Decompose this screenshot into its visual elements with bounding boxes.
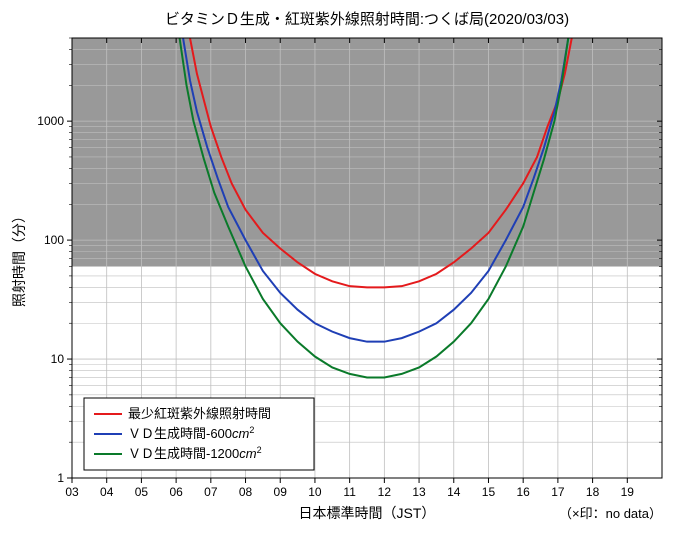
svg-text:17: 17	[551, 485, 565, 499]
svg-text:09: 09	[274, 485, 288, 499]
svg-text:04: 04	[100, 485, 114, 499]
svg-text:15: 15	[482, 485, 496, 499]
svg-text:（×印：no data）: （×印：no data）	[559, 506, 662, 521]
svg-text:最少紅斑紫外線照射時間: 最少紅斑紫外線照射時間	[128, 406, 271, 421]
svg-text:07: 07	[204, 485, 218, 499]
svg-text:03: 03	[65, 485, 79, 499]
svg-text:13: 13	[412, 485, 426, 499]
svg-text:18: 18	[586, 485, 600, 499]
svg-text:日本標準時間（JST）: 日本標準時間（JST）	[299, 505, 436, 521]
svg-text:06: 06	[169, 485, 183, 499]
svg-text:14: 14	[447, 485, 461, 499]
svg-text:19: 19	[621, 485, 635, 499]
svg-text:1000: 1000	[37, 114, 64, 128]
svg-text:10: 10	[51, 352, 65, 366]
chart-container: 03 04 05 06 07 08 09 10 11 12 13 14 15 16 17 18 19 1 10 100…	[0, 0, 681, 539]
chart-svg: 03 04 05 06 07 08 09 10 11 12 13 14 15 16 17 18 19 1 10 100…	[0, 0, 681, 539]
svg-text:05: 05	[135, 485, 149, 499]
svg-text:16: 16	[516, 485, 530, 499]
svg-text:08: 08	[239, 485, 253, 499]
svg-text:10: 10	[308, 485, 322, 499]
svg-text:ＶＤ生成時間-1200cm2: ＶＤ生成時間-1200cm2	[128, 445, 262, 461]
svg-text:照射時間（分）: 照射時間（分）	[11, 209, 27, 307]
svg-text:11: 11	[343, 485, 356, 499]
svg-text:100: 100	[44, 233, 64, 247]
svg-text:12: 12	[378, 485, 392, 499]
svg-text:ビタミンＤ生成・紅斑紫外線照射時間:つくば局(2020/03: ビタミンＤ生成・紅斑紫外線照射時間:つくば局(2020/03/03)	[165, 11, 569, 28]
svg-text:1: 1	[57, 471, 64, 485]
svg-text:ＶＤ生成時間-600cm2: ＶＤ生成時間-600cm2	[128, 425, 254, 441]
